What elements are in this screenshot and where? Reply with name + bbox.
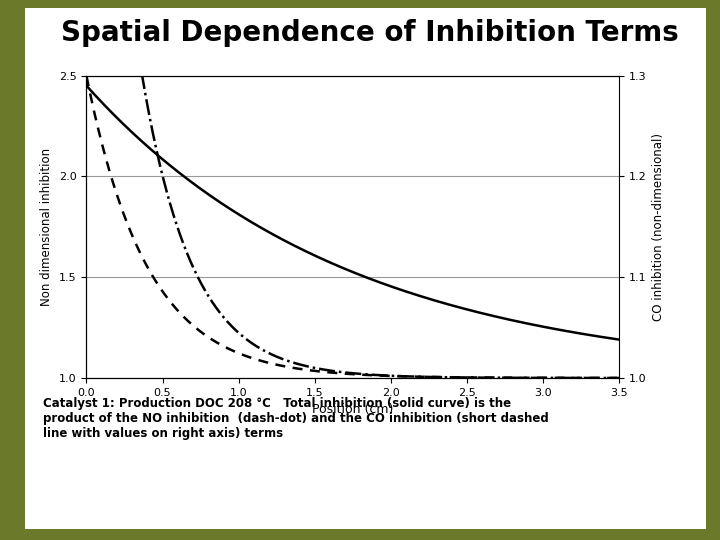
Text: Spatial Dependence of Inhibition Terms: Spatial Dependence of Inhibition Terms [61,19,679,47]
Y-axis label: CO inhibition (non-dimensional): CO inhibition (non-dimensional) [652,133,665,321]
X-axis label: Position (cm): Position (cm) [312,403,394,416]
Y-axis label: Non dimensional inhibition: Non dimensional inhibition [40,148,53,306]
Text: Catalyst 1: Production DOC 208 °C   Total inhibition (solid curve) is the
produc: Catalyst 1: Production DOC 208 °C Total … [43,397,549,440]
